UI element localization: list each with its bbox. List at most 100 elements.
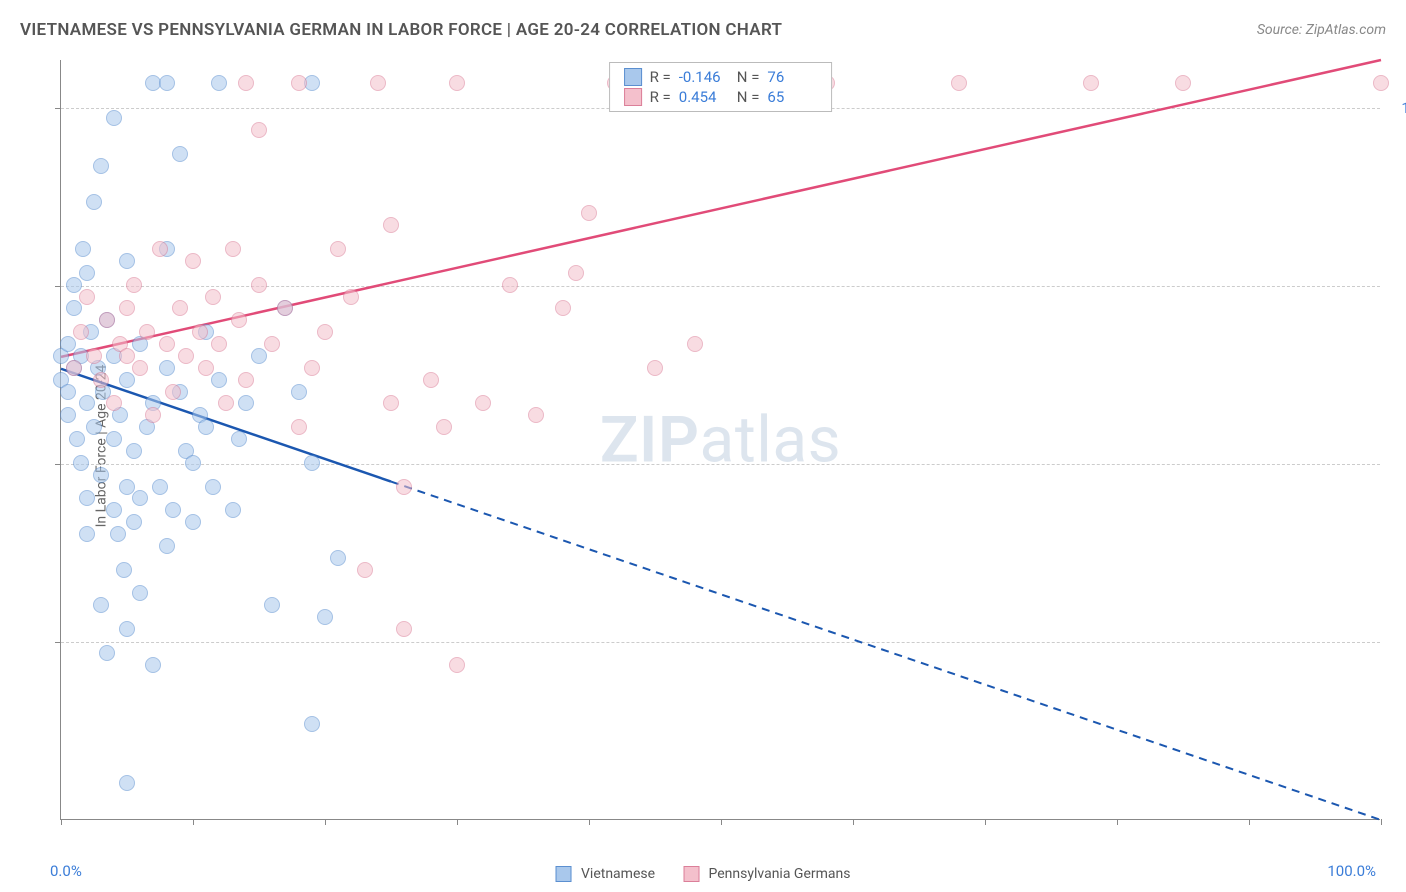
data-point-series-1	[218, 395, 234, 411]
data-point-series-1	[449, 657, 465, 673]
data-point-series-0	[231, 431, 247, 447]
legend-label-series-1: Pennsylvania Germans	[709, 866, 851, 882]
data-point-series-1	[687, 336, 703, 352]
data-point-series-1	[231, 312, 247, 328]
data-point-series-1	[581, 205, 597, 221]
data-point-series-0	[86, 194, 102, 210]
data-point-series-0	[79, 490, 95, 506]
data-point-series-1	[159, 336, 175, 352]
data-point-series-1	[251, 277, 267, 293]
data-point-series-1	[99, 312, 115, 328]
data-point-series-1	[139, 324, 155, 340]
x-axis-label-min: 0.0%	[50, 862, 82, 880]
data-point-series-0	[106, 502, 122, 518]
data-point-series-0	[205, 479, 221, 495]
data-point-series-0	[304, 716, 320, 732]
data-point-series-0	[159, 75, 175, 91]
data-point-series-1	[192, 324, 208, 340]
data-point-series-0	[159, 538, 175, 554]
trend-line-solid-series-0	[61, 369, 391, 482]
stat-r-series-1: 0.454	[679, 88, 729, 106]
data-point-series-0	[60, 336, 76, 352]
trend-line-dashed-series-0	[391, 482, 1381, 820]
data-point-series-0	[60, 384, 76, 400]
data-point-series-0	[119, 253, 135, 269]
trend-lines	[61, 60, 1380, 819]
y-tick-label: 100.0%	[1390, 99, 1406, 117]
data-point-series-0	[145, 657, 161, 673]
data-point-series-1	[132, 360, 148, 376]
legend-swatch-series-1	[683, 866, 699, 882]
data-point-series-0	[304, 455, 320, 471]
x-tick	[985, 819, 986, 825]
data-point-series-0	[79, 395, 95, 411]
data-point-series-0	[172, 146, 188, 162]
data-point-series-0	[93, 467, 109, 483]
x-tick	[1117, 819, 1118, 825]
x-tick	[1249, 819, 1250, 825]
x-tick	[61, 819, 62, 825]
chart-title: VIETNAMESE VS PENNSYLVANIA GERMAN IN LAB…	[20, 20, 782, 40]
data-point-series-1	[449, 75, 465, 91]
data-point-series-1	[396, 479, 412, 495]
stats-legend-box: R = -0.146 N = 76 R = 0.454 N = 65	[609, 62, 833, 112]
data-point-series-0	[116, 562, 132, 578]
data-point-series-1	[106, 395, 122, 411]
data-point-series-1	[568, 265, 584, 281]
data-point-series-0	[211, 75, 227, 91]
y-tick	[55, 464, 61, 465]
data-point-series-1	[185, 253, 201, 269]
x-tick	[853, 819, 854, 825]
data-point-series-0	[75, 241, 91, 257]
y-tick-label: 55.0%	[1390, 633, 1406, 651]
data-point-series-1	[1373, 75, 1389, 91]
data-point-series-0	[126, 443, 142, 459]
data-point-series-1	[1083, 75, 1099, 91]
data-point-series-1	[291, 419, 307, 435]
data-point-series-1	[126, 277, 142, 293]
data-point-series-1	[86, 348, 102, 364]
stat-label-r: R =	[650, 88, 671, 106]
x-tick	[1381, 819, 1382, 825]
y-tick	[55, 286, 61, 287]
stat-label-r: R =	[650, 68, 671, 86]
data-point-series-0	[60, 407, 76, 423]
stat-r-series-0: -0.146	[679, 68, 729, 86]
data-point-series-0	[93, 597, 109, 613]
data-point-series-1	[172, 300, 188, 316]
data-point-series-1	[383, 217, 399, 233]
data-point-series-1	[198, 360, 214, 376]
data-point-series-0	[211, 372, 227, 388]
plot-area: ZIPatlas 55.0%70.0%85.0%100.0% R = -0.14…	[60, 60, 1380, 820]
data-point-series-0	[185, 514, 201, 530]
data-point-series-1	[647, 360, 663, 376]
data-point-series-0	[119, 372, 135, 388]
data-point-series-1	[502, 277, 518, 293]
data-point-series-0	[79, 265, 95, 281]
data-point-series-1	[277, 300, 293, 316]
data-point-series-0	[66, 300, 82, 316]
data-point-series-1	[152, 241, 168, 257]
data-point-series-1	[238, 75, 254, 91]
data-point-series-1	[264, 336, 280, 352]
y-tick	[55, 642, 61, 643]
data-point-series-1	[238, 372, 254, 388]
bottom-legend: Vietnamese Pennsylvania Germans	[556, 866, 851, 882]
data-point-series-1	[205, 289, 221, 305]
data-point-series-0	[330, 550, 346, 566]
x-tick	[325, 819, 326, 825]
data-point-series-0	[152, 479, 168, 495]
data-point-series-1	[211, 336, 227, 352]
data-point-series-1	[1175, 75, 1191, 91]
data-point-series-0	[251, 348, 267, 364]
data-point-series-1	[178, 348, 194, 364]
data-point-series-1	[119, 300, 135, 316]
y-tick	[55, 108, 61, 109]
y-tick-label: 70.0%	[1390, 455, 1406, 473]
data-point-series-1	[357, 562, 373, 578]
data-point-series-0	[185, 455, 201, 471]
data-point-series-1	[423, 372, 439, 388]
data-point-series-1	[396, 621, 412, 637]
data-point-series-1	[119, 348, 135, 364]
legend-item-series-0: Vietnamese	[556, 866, 656, 882]
